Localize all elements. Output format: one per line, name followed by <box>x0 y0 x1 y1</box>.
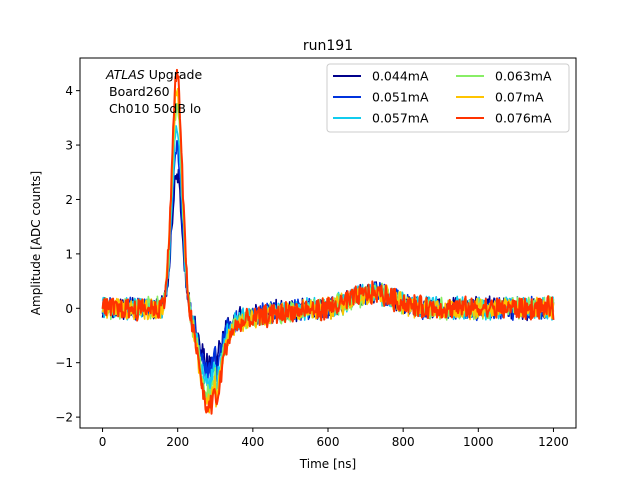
svg-text:ATLAS Upgrade: ATLAS Upgrade <box>105 67 202 82</box>
y-axis-label: Amplitude [ADC counts] <box>29 171 43 315</box>
annotation-atlas: ATLAS <box>105 67 145 82</box>
x-axis: 0 200 400 600 800 1000 1200 <box>99 428 569 449</box>
x-tick-label: 800 <box>392 435 415 449</box>
y-tick-label: 0 <box>65 302 73 316</box>
x-tick-label: 600 <box>317 435 340 449</box>
x-tick-label: 1200 <box>538 435 569 449</box>
legend: 0.044mA 0.051mA 0.057mA 0.063mA 0.07mA 0.076m… <box>326 63 570 133</box>
legend-frame <box>326 63 570 133</box>
annotation-channel: Ch010 50dB lo <box>109 101 201 116</box>
legend-label: 0.044mA <box>372 69 429 84</box>
annotation-board: Board260 <box>109 84 170 99</box>
legend-label: 0.057mA <box>372 111 429 126</box>
x-tick-label: 400 <box>241 435 264 449</box>
annotation-upgrade: Upgrade <box>145 67 203 82</box>
series-line-0.076mA <box>101 68 555 415</box>
y-tick-label: 2 <box>65 193 73 207</box>
y-tick-label: −2 <box>55 411 73 425</box>
y-tick-label: 1 <box>65 247 73 261</box>
x-tick-label: 1000 <box>463 435 494 449</box>
x-axis-label: Time [ns] <box>299 457 356 471</box>
legend-label: 0.051mA <box>372 90 429 105</box>
legend-label: 0.07mA <box>495 90 544 105</box>
atlas-annotation: ATLAS Upgrade Board260 Ch010 50dB lo <box>105 67 202 116</box>
y-tick-label: 3 <box>65 139 73 153</box>
legend-label: 0.063mA <box>495 69 552 84</box>
y-axis: −2 −1 0 1 2 3 4 <box>55 84 80 425</box>
legend-label: 0.076mA <box>495 111 552 126</box>
chart-title: run191 <box>303 38 353 54</box>
y-tick-label: −1 <box>55 356 73 370</box>
x-tick-label: 0 <box>99 435 107 449</box>
x-tick-label: 200 <box>166 435 189 449</box>
series-layer <box>101 68 555 415</box>
y-tick-label: 4 <box>65 84 73 98</box>
